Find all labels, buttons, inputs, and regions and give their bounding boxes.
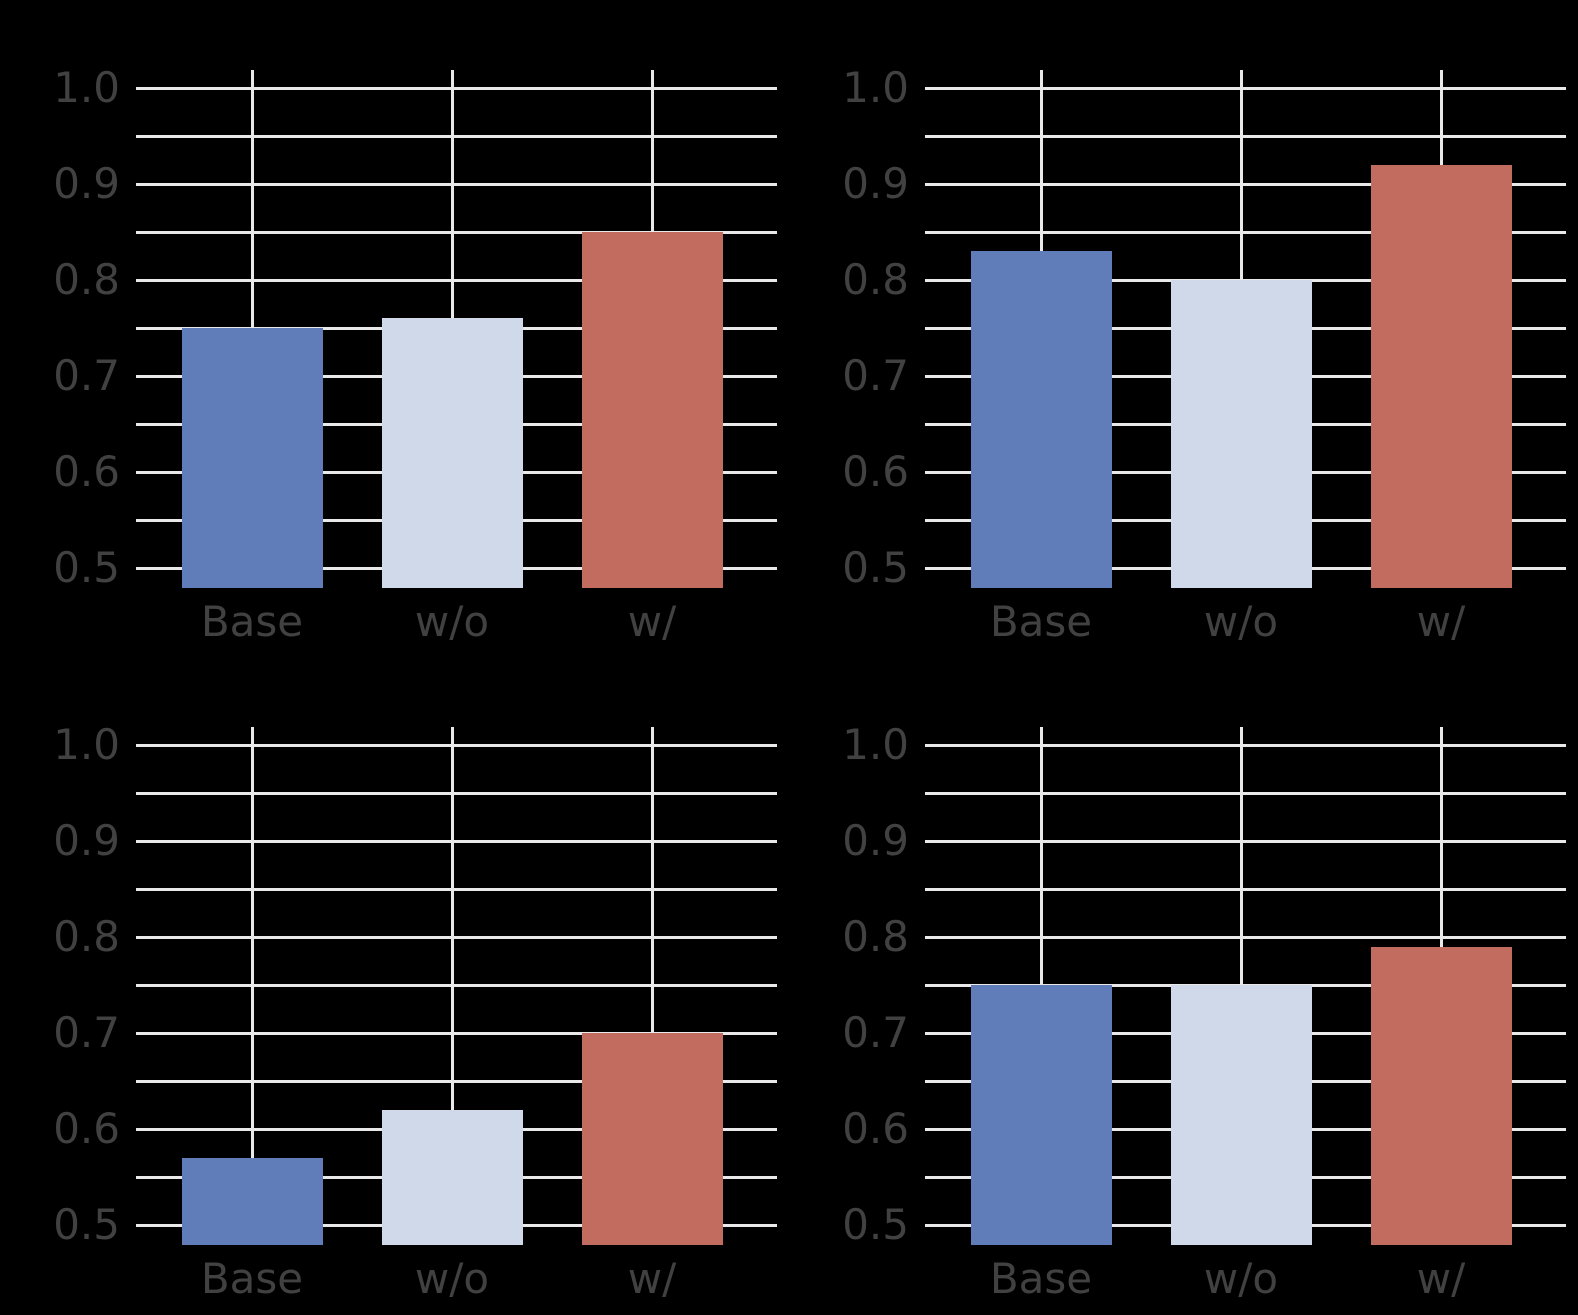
gridline-horizontal [925,839,1566,843]
bar-w [1370,164,1512,588]
x-category-label: Base [989,597,1093,646]
bar-w [1370,946,1512,1245]
gridline-vertical [450,727,454,1245]
x-category-label: w/ [627,597,677,646]
x-category-label: w/o [1203,597,1279,646]
x-category-label: Base [200,597,304,646]
gridline-horizontal [925,791,1566,795]
y-tick-label: 1.0 [53,63,120,112]
x-category-label: w/ [627,1254,677,1303]
y-tick-label: 0.8 [842,255,909,304]
y-tick-label: 0.8 [842,912,909,961]
gridline-horizontal [925,935,1566,939]
bar-wo [1170,985,1312,1245]
gridline-horizontal [925,887,1566,891]
y-tick-label: 0.6 [842,447,909,496]
gridline-horizontal [925,134,1566,138]
y-tick-label: 0.7 [842,1008,909,1057]
bar-base [181,328,323,588]
gridline-horizontal [136,230,777,234]
gridline-horizontal [925,86,1566,90]
y-tick-label: 0.9 [53,159,120,208]
x-category-label: Base [200,1254,304,1303]
y-tick-label: 0.7 [53,1008,120,1057]
bar-wo [381,1109,523,1245]
subplot-top-left: 1.0 0.9 0.8 0.7 0.6 0.5 Base w/o w/ [0,0,789,658]
y-tick-label: 0.5 [842,543,909,592]
y-tick-label: 0.9 [842,159,909,208]
gridline-vertical [250,727,254,1245]
y-tick-label: 0.9 [53,816,120,865]
y-tick-label: 1.0 [842,720,909,769]
gridline-horizontal [136,134,777,138]
x-category-label: w/o [1203,1254,1279,1303]
y-tick-label: 0.8 [53,255,120,304]
gridline-horizontal [136,983,777,987]
x-category-label: w/ [1416,1254,1466,1303]
gridline-horizontal [136,935,777,939]
x-category-label: w/o [414,1254,490,1303]
gridline-horizontal [925,182,1566,186]
gridline-horizontal [136,887,777,891]
bar-wo [1170,280,1312,588]
y-tick-label: 0.5 [842,1200,909,1249]
y-tick-label: 0.5 [53,1200,120,1249]
bar-w [581,1033,723,1245]
y-tick-label: 0.9 [842,816,909,865]
gridline-vertical [650,727,654,1245]
bar-wo [381,318,523,588]
y-tick-label: 0.7 [53,351,120,400]
y-tick-label: 0.5 [53,543,120,592]
bar-w [581,232,723,588]
subplot-top-right: 1.0 0.9 0.8 0.7 0.6 0.5 Base w/o w/ [789,0,1578,658]
gridline-horizontal [925,230,1566,234]
gridline-horizontal [136,182,777,186]
gridline-horizontal [136,743,777,747]
y-tick-label: 0.6 [53,1104,120,1153]
gridline-horizontal [925,743,1566,747]
y-tick-label: 0.6 [53,447,120,496]
gridline-horizontal [136,1031,777,1035]
gridline-horizontal [136,791,777,795]
y-tick-label: 0.6 [842,1104,909,1153]
bar-base [970,251,1112,588]
x-category-label: Base [989,1254,1093,1303]
x-category-label: w/o [414,597,490,646]
subplot-bottom-left: 1.0 0.9 0.8 0.7 0.6 0.5 Base w/o w/ [0,657,789,1315]
y-tick-label: 1.0 [842,63,909,112]
y-tick-label: 0.7 [842,351,909,400]
subplot-bottom-right: 1.0 0.9 0.8 0.7 0.6 0.5 Base w/o w/ [789,657,1578,1315]
bar-base [970,985,1112,1245]
x-category-label: w/ [1416,597,1466,646]
bar-base [181,1157,323,1245]
y-tick-label: 0.8 [53,912,120,961]
y-tick-label: 1.0 [53,720,120,769]
gridline-horizontal [136,1079,777,1083]
gridline-horizontal [136,839,777,843]
gridline-horizontal [136,86,777,90]
gridline-horizontal [136,278,777,282]
